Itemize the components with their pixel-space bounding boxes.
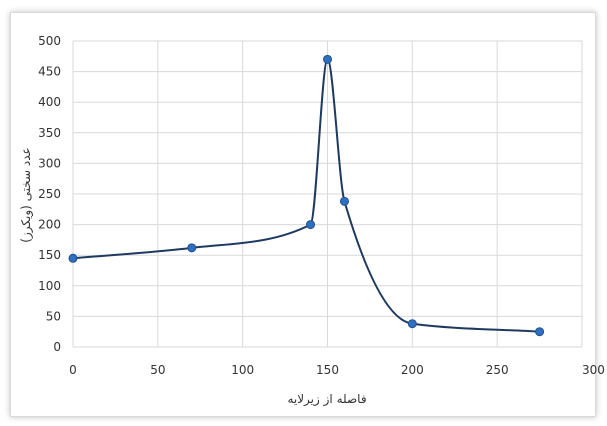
y-tick-label: 450 — [38, 65, 61, 79]
data-point — [535, 327, 545, 337]
chart-frame — [10, 12, 596, 417]
x-tick-label: 50 — [150, 363, 165, 377]
y-tick-label: 0 — [53, 340, 61, 354]
data-markers — [68, 54, 545, 337]
x-tick-label: 0 — [69, 363, 77, 377]
y-tick-label: 350 — [38, 126, 61, 140]
x-tick-label: 300 — [582, 363, 605, 377]
grid-lines — [72, 40, 583, 348]
y-tick-label: 200 — [38, 218, 61, 232]
y-tick-label: 150 — [38, 248, 61, 262]
x-tick-label: 200 — [401, 363, 424, 377]
data-point — [68, 253, 78, 263]
data-point — [187, 243, 197, 253]
series-line — [72, 58, 540, 333]
data-point — [323, 54, 332, 64]
y-tick-label: 50 — [46, 309, 61, 323]
data-point — [407, 319, 417, 329]
x-tick-labels: 0 50 100 150 200 250 300 — [69, 363, 605, 377]
y-axis-label: عدد سختی (ویکرز) — [19, 147, 34, 242]
x-tick-label: 150 — [316, 363, 339, 377]
y-tick-label: 500 — [38, 34, 61, 48]
data-point — [339, 196, 349, 206]
y-tick-label: 250 — [38, 187, 61, 201]
x-axis-label: فاصله از زیرلایه — [287, 392, 366, 407]
y-tick-label: 100 — [38, 279, 61, 293]
y-tick-label: 400 — [38, 95, 61, 109]
data-point — [306, 220, 316, 230]
y-tick-label: 300 — [38, 156, 61, 170]
x-tick-label: 100 — [231, 363, 254, 377]
y-tick-labels: 0 50 100 150 200 250 300 350 400 450 500 — [38, 34, 61, 354]
x-tick-label: 250 — [486, 363, 509, 377]
